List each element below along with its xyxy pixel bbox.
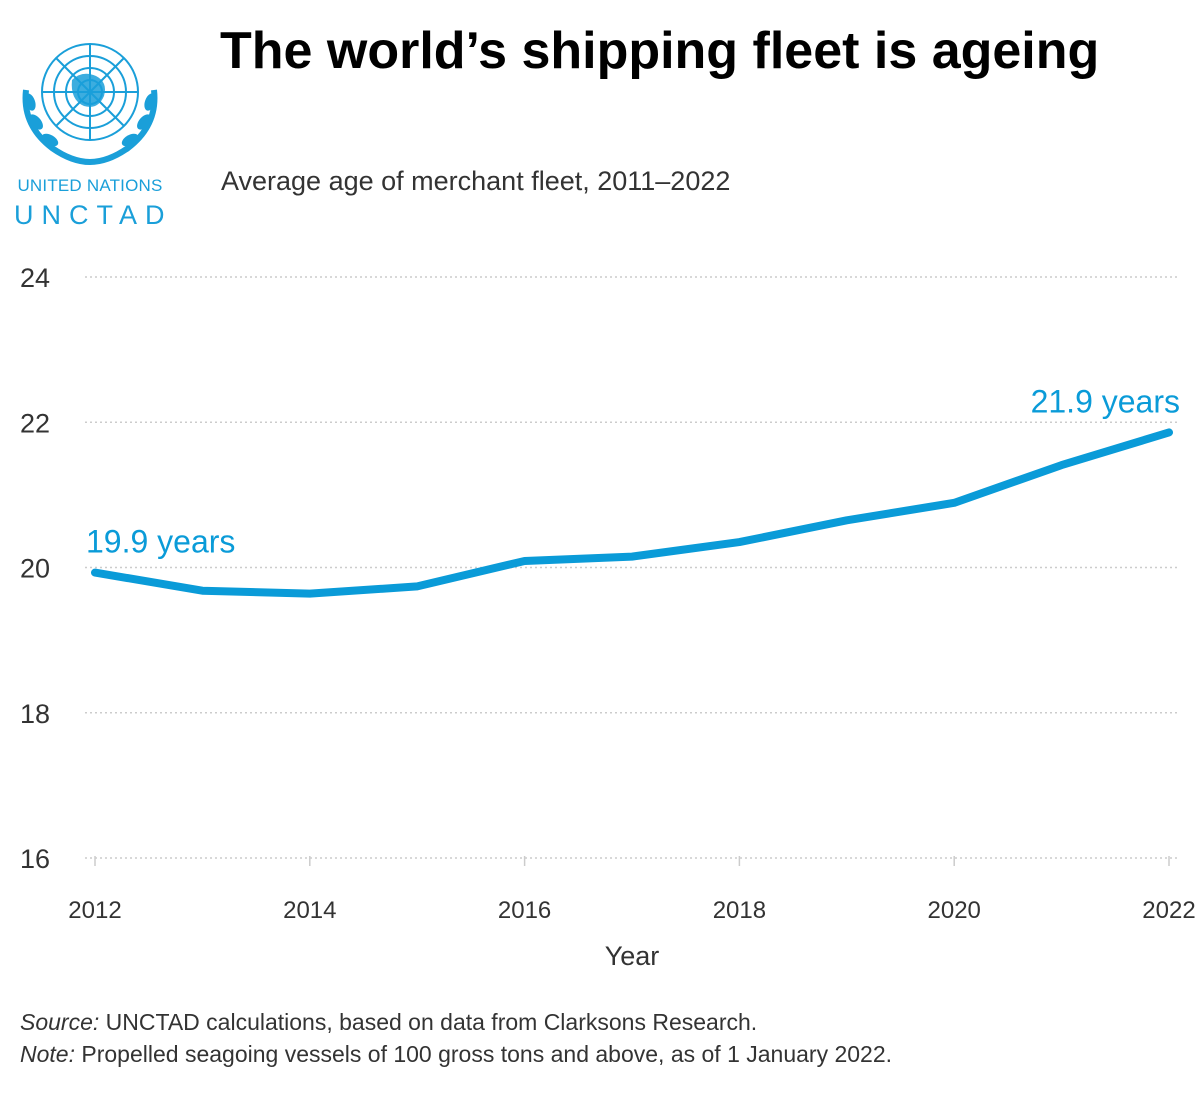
chart-title: The world’s shipping fleet is ageing [220, 22, 1100, 80]
y-tick-label-16: 16 [20, 844, 50, 874]
source-label: Source: [20, 1009, 100, 1035]
x-tick-label-2020: 2020 [928, 897, 981, 924]
annotation-label-0: 19.9 years [86, 524, 235, 560]
chart-subtitle: Average age of merchant fleet, 2011–2022 [221, 166, 731, 196]
x-axis-label: Year [605, 941, 660, 971]
x-tick-label-2012: 2012 [68, 897, 121, 924]
y-tick-label-22: 22 [20, 408, 50, 438]
footer: Source: UNCTAD calculations, based on da… [20, 1006, 892, 1070]
logo-org-text: UNITED NATIONS [17, 176, 163, 195]
y-tick-label-18: 18 [20, 699, 50, 729]
y-tick-label-20: 20 [20, 554, 50, 584]
x-axis: 2012 2014 2016 2018 2020 2022 [68, 856, 1196, 924]
series-line-0 [91, 428, 1173, 598]
note-text: Propelled seagoing vessels of 100 gross … [81, 1041, 893, 1067]
note-label: Note: [20, 1041, 75, 1067]
annotations: 19.9 years 21.9 years [86, 383, 1180, 559]
x-tick-label-2014: 2014 [283, 897, 336, 924]
x-tick-label-2018: 2018 [713, 897, 766, 924]
source-line: Source: UNCTAD calculations, based on da… [20, 1006, 892, 1038]
series [91, 428, 1173, 598]
un-emblem-icon [22, 43, 158, 165]
source-text: UNCTAD calculations, based on data from … [105, 1009, 758, 1035]
x-tick-label-2016: 2016 [498, 897, 551, 924]
y-tick-label-24: 24 [20, 263, 50, 293]
logo-unit-text: UNCTAD [14, 200, 173, 230]
note-line: Note: Propelled seagoing vessels of 100 … [20, 1038, 892, 1070]
annotation-label-1: 21.9 years [1031, 383, 1180, 419]
y-axis: 16 18 20 22 24 [20, 263, 50, 874]
x-tick-label-2022: 2022 [1142, 897, 1195, 924]
gridlines [85, 276, 1180, 859]
unctad-logo: UNITED NATIONS UNCTAD [8, 30, 172, 230]
